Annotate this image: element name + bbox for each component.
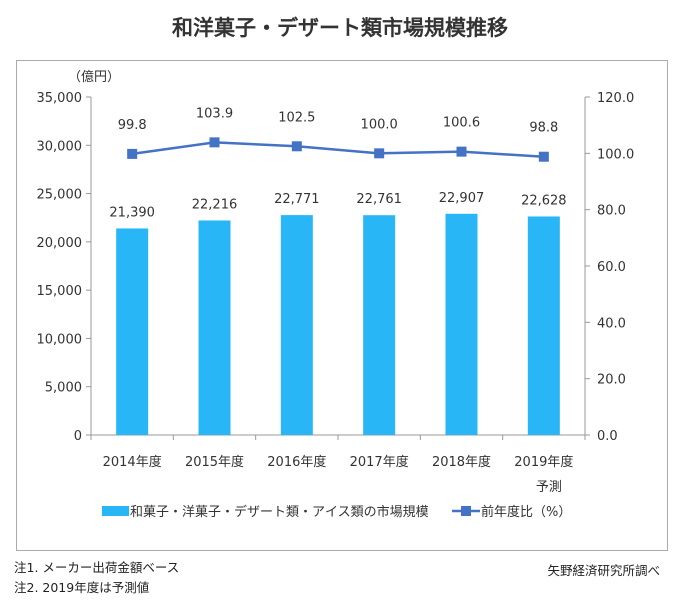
x-tick-label: 2015年度 <box>185 454 244 470</box>
line-data-label: 100.6 <box>443 116 480 131</box>
line-data-label: 103.9 <box>196 106 233 121</box>
line-marker <box>127 148 138 159</box>
line-marker <box>374 148 385 159</box>
x-tick-sublabel: 予測 <box>536 480 562 495</box>
y-left-tick-label: 35,000 <box>37 91 83 106</box>
x-tick-label: 2016年度 <box>267 454 326 470</box>
x-tick-label: 2017年度 <box>350 454 409 470</box>
y-left-tick-label: 15,000 <box>37 284 83 299</box>
bar <box>363 215 396 435</box>
chart-frame <box>16 60 668 551</box>
line-marker <box>291 141 302 152</box>
note-1: 注1. メーカー出荷金額ベース <box>14 560 180 575</box>
bar <box>527 216 560 435</box>
y-right-tick-label: 120.0 <box>597 91 634 106</box>
bar <box>198 220 231 435</box>
x-tick-label: 2019年度 <box>514 454 573 470</box>
bar <box>445 213 478 435</box>
chart-title: 和洋菓子・デザート類市場規模推移 <box>172 16 508 40</box>
line-marker <box>456 146 467 157</box>
y-right-tick-label: 20.0 <box>597 373 626 388</box>
y-right-tick-label: 100.0 <box>597 147 634 162</box>
y-right-tick-label: 0.0 <box>597 429 618 444</box>
bar-data-label: 22,761 <box>356 192 402 207</box>
y-left-tick-label: 10,000 <box>37 332 83 347</box>
line-marker <box>538 151 549 162</box>
y-left-tick-label: 5,000 <box>45 381 82 396</box>
y-left-unit: （億円） <box>68 69 120 85</box>
line-data-label: 99.8 <box>118 118 147 133</box>
legend-label-line: 前年度比（%） <box>481 504 571 520</box>
bar <box>280 215 313 435</box>
y-left-tick-label: 20,000 <box>37 236 83 251</box>
line-marker <box>209 137 220 148</box>
bar-data-label: 22,771 <box>274 192 320 207</box>
y-right-tick-label: 60.0 <box>597 260 626 275</box>
y-right-tick-label: 80.0 <box>597 204 626 219</box>
bar-data-label: 22,216 <box>192 197 238 212</box>
bar-data-label: 22,907 <box>439 191 485 206</box>
line-data-label: 100.0 <box>361 117 398 132</box>
bar-data-label: 21,390 <box>109 205 155 220</box>
legend-swatch-bar <box>102 506 129 516</box>
line-data-label: 98.8 <box>529 121 558 136</box>
line-series <box>131 141 544 158</box>
legend-marker-line <box>461 506 471 516</box>
bar <box>116 228 149 435</box>
line-data-label: 102.5 <box>278 110 315 125</box>
note-2: 注2. 2019年度は予測値 <box>14 580 150 595</box>
x-tick-label: 2018年度 <box>432 454 491 470</box>
y-left-tick-label: 30,000 <box>37 139 83 154</box>
y-left-tick-label: 0 <box>74 429 82 444</box>
y-left-tick-label: 25,000 <box>37 188 83 203</box>
x-tick-label: 2014年度 <box>103 454 162 470</box>
y-right-tick-label: 40.0 <box>597 316 626 331</box>
source-note: 矢野経済研究所調べ <box>547 563 660 578</box>
legend-label-bar: 和菓子・洋菓子・デザート類・アイス類の市場規模 <box>130 504 429 520</box>
bar-data-label: 22,628 <box>521 193 567 208</box>
